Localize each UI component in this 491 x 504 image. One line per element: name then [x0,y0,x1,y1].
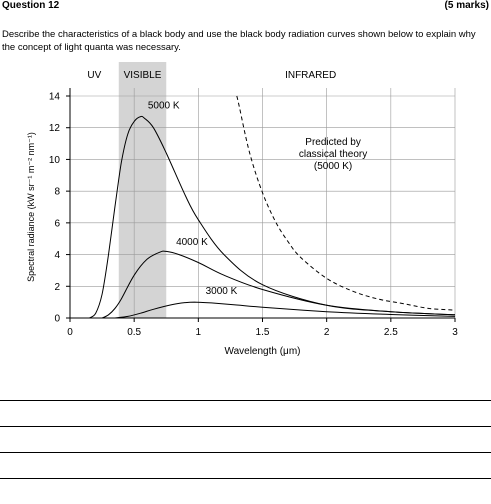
answer-line[interactable] [0,400,491,401]
y-tick-label-7: 14 [49,92,61,103]
x-tick-label-3: 1.5 [256,327,270,338]
curve-label-1: 4000 K [176,237,208,248]
y-tick-label-5: 10 [49,155,61,166]
blackbody-chart: 0 0.5 1 1.5 2 2.5 3 0 2 4 6 8 10 12 14 Wavelength (μm) S… [26,62,458,357]
region-label-0: UV [87,70,101,81]
curve-4000k [101,250,456,319]
y-tick-label-0: 0 [54,314,60,325]
answer-lines [0,400,491,504]
question-marks: (5 marks) [444,0,489,11]
classical-label-line-2: (5000 K) [314,161,352,172]
y-tick-label-2: 4 [54,250,60,261]
visible-region-band [118,62,167,318]
curve-3000k [114,301,456,319]
curve-5000k [88,115,456,319]
answer-line[interactable] [0,452,491,453]
x-tick-label-0: 0 [67,327,73,338]
region-label-2: INFRARED [285,70,336,81]
region-label-1: VISIBLE [124,70,162,81]
question-prompt: Describe the characteristics of a black … [2,29,476,53]
answer-line[interactable] [0,478,491,479]
y-tick-label-1: 2 [54,282,60,293]
y-axis-title: Spectral radiance (kW sr⁻¹ m⁻² nm⁻¹) [26,132,36,282]
y-tick-label-4: 8 [54,187,60,198]
x-axis-title: Wavelength (μm) [225,346,301,357]
curve-label-0: 5000 K [148,101,180,112]
x-tick-label-4: 2 [324,327,330,338]
question-number: Question 12 [2,0,60,11]
classical-theory-curve [236,95,456,311]
classical-label-line-1: classical theory [299,149,367,160]
question-header: Question 12 (5 marks) [2,0,489,14]
curve-label-2: 3000 K [206,286,238,297]
y-tick-label-6: 12 [49,123,61,134]
classical-label-line-0: Predicted by [305,137,361,148]
x-tick-label-5: 2.5 [384,327,398,338]
x-tick-label-1: 0.5 [127,327,141,338]
answer-line[interactable] [0,426,491,427]
y-tick-label-3: 6 [54,218,60,229]
x-tick-label-6: 3 [452,327,458,338]
x-tick-label-2: 1 [196,327,202,338]
